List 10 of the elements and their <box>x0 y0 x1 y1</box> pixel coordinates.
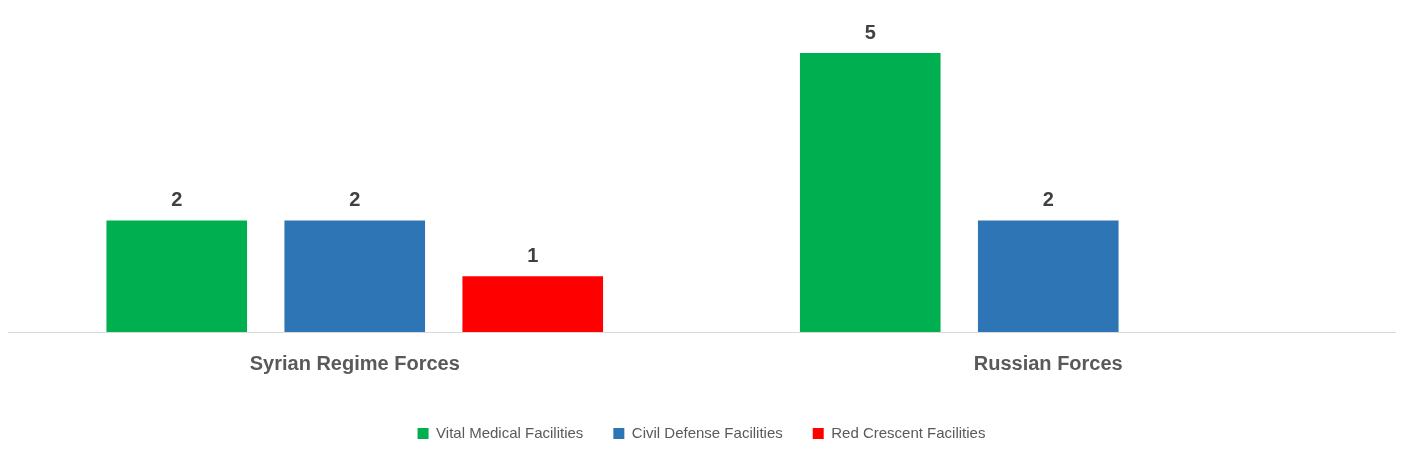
data-label: 2 <box>349 187 361 210</box>
legend-label: Red Crescent Facilities <box>831 423 986 441</box>
data-label: 2 <box>171 187 183 210</box>
legend-label: Civil Defense Facilities <box>631 423 783 441</box>
data-label: 5 <box>864 20 876 43</box>
x-tick-label: Syrian Regime Forces <box>249 351 460 374</box>
data-label: 1 <box>527 243 539 266</box>
legend-label: Vital Medical Facilities <box>436 423 584 441</box>
data-label: 2 <box>1042 187 1054 210</box>
x-tick-label: Russian Forces <box>973 351 1123 374</box>
